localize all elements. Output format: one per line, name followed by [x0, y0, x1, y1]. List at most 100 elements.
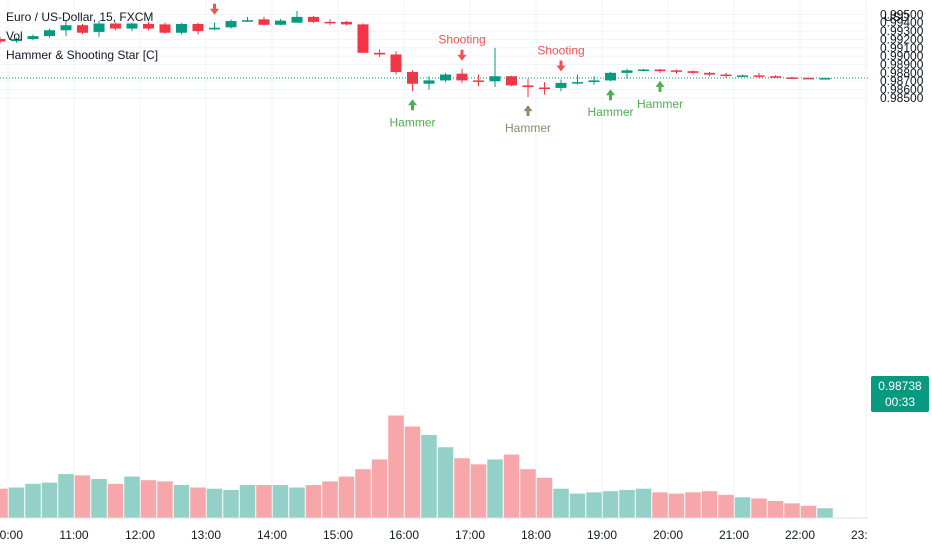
candle[interactable]: [654, 68, 666, 73]
volume-bar: [173, 485, 190, 518]
candle[interactable]: [324, 19, 336, 26]
candle-body: [27, 36, 39, 40]
candle-body: [588, 80, 600, 83]
y-tick-label: 0.99500: [880, 7, 924, 21]
candle[interactable]: [242, 16, 253, 22]
volume-bar: [388, 415, 404, 518]
volume-bar: [586, 492, 602, 518]
candle-body: [258, 19, 270, 25]
hammer-label: Hammer: [505, 121, 551, 135]
candle[interactable]: [588, 76, 600, 85]
candle[interactable]: [143, 21, 154, 31]
candle[interactable]: [192, 22, 204, 35]
candle-body: [242, 20, 253, 22]
candle[interactable]: [159, 22, 171, 34]
volume-bar: [718, 494, 734, 518]
candle-body: [456, 73, 468, 81]
shooting-signal: Shooting: [537, 44, 585, 72]
candle[interactable]: [176, 23, 187, 35]
hammer-label: Hammer: [587, 105, 633, 119]
chart-legend: Euro / US-Dollar, 15, FXCM Vol Hammer & …: [6, 8, 158, 65]
volume-bar: [520, 469, 536, 518]
candle[interactable]: [770, 75, 781, 78]
candle[interactable]: [605, 72, 616, 82]
volume-bar: [74, 475, 91, 518]
y-tick-label: 0.98800: [880, 66, 924, 80]
candle[interactable]: [258, 16, 270, 26]
y-tick-label: 0.99300: [880, 24, 924, 38]
candle[interactable]: [506, 75, 517, 87]
candle[interactable]: [27, 34, 39, 41]
candle-body: [819, 78, 831, 80]
candle[interactable]: [753, 72, 765, 78]
candle[interactable]: [110, 22, 121, 31]
candle[interactable]: [638, 68, 649, 72]
candle[interactable]: [44, 28, 55, 38]
candle[interactable]: [0, 36, 6, 44]
candle[interactable]: [357, 23, 369, 53]
candle-body: [522, 85, 534, 88]
candle[interactable]: [308, 16, 319, 23]
symbol-title[interactable]: Euro / US-Dollar, 15, FXCM: [6, 10, 154, 24]
candle-body: [275, 20, 286, 25]
candle[interactable]: [126, 22, 138, 32]
candle-body: [374, 52, 385, 55]
candle[interactable]: [687, 70, 699, 75]
candle[interactable]: [374, 49, 385, 57]
volume-bar: [206, 488, 223, 518]
volume-bar: [157, 481, 173, 518]
candle[interactable]: [209, 22, 220, 31]
indicator-vol[interactable]: Vol: [6, 29, 23, 43]
candle[interactable]: [489, 47, 501, 88]
candle[interactable]: [440, 72, 451, 83]
x-tick-label: 15:00: [323, 528, 353, 542]
candle-body: [126, 23, 138, 29]
candle[interactable]: [225, 19, 237, 29]
candle[interactable]: [704, 72, 715, 77]
candle[interactable]: [291, 11, 303, 23]
x-tick-label: 17:00: [455, 528, 485, 542]
candle[interactable]: [407, 70, 418, 92]
candle[interactable]: [275, 18, 286, 26]
candle-body: [687, 71, 699, 73]
candle-body: [621, 70, 633, 73]
candle[interactable]: [473, 74, 484, 87]
candle-body: [176, 23, 187, 33]
candle[interactable]: [93, 21, 105, 37]
y-tick-label: 0.98600: [880, 83, 924, 97]
candle-body: [572, 82, 583, 84]
x-tick-label: 16:00: [389, 528, 419, 542]
candle-body: [539, 87, 550, 90]
candle[interactable]: [621, 68, 633, 79]
price-scale-panel[interactable]: [868, 0, 932, 550]
x-tick-label: 14:00: [257, 528, 287, 542]
candle[interactable]: [11, 37, 22, 43]
hammer-signal: Hammer: [505, 105, 551, 135]
candle-body: [407, 72, 418, 84]
candle[interactable]: [539, 82, 550, 95]
candle[interactable]: [572, 74, 583, 85]
volume-bar: [107, 483, 124, 518]
hammer-signal: Hammer: [587, 89, 634, 119]
candle[interactable]: [720, 72, 732, 78]
indicator-pattern[interactable]: Hammer & Shooting Star [C]: [6, 48, 159, 62]
candle[interactable]: [671, 69, 682, 74]
candle[interactable]: [390, 51, 402, 75]
candle[interactable]: [77, 23, 88, 34]
candle[interactable]: [803, 77, 814, 80]
volume-bar: [685, 492, 701, 518]
candle[interactable]: [737, 74, 748, 78]
candle-body: [77, 25, 88, 33]
candle[interactable]: [341, 21, 352, 26]
candle[interactable]: [522, 78, 534, 98]
candle[interactable]: [456, 68, 468, 83]
candle-body: [638, 69, 649, 72]
hammer-arrow: [408, 99, 417, 111]
candle[interactable]: [555, 79, 567, 92]
volume-bar: [256, 485, 272, 518]
last-price-badge: [871, 376, 929, 412]
shooting-arrow: [457, 49, 467, 61]
volume-bar: [355, 469, 371, 518]
candle[interactable]: [60, 21, 72, 37]
